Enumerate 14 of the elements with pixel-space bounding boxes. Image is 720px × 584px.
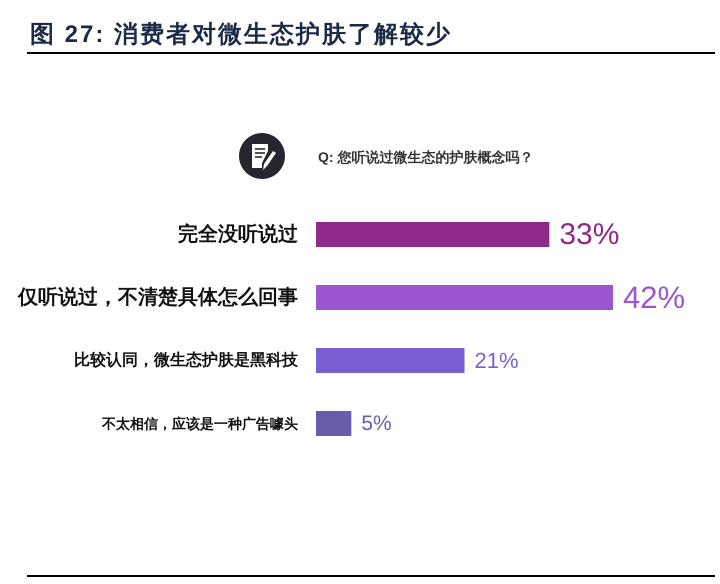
chart-title: 图 27: 消费者对微生态护肤了解较少 — [30, 21, 452, 48]
y-tick-label: 不太相信，应该是一种广告噱头 — [101, 416, 298, 432]
data-label: 21% — [474, 348, 519, 373]
data-label: 5% — [361, 412, 392, 435]
bar — [316, 222, 550, 247]
y-tick-label: 比较认同，微生态护肤是黑科技 — [74, 351, 299, 369]
data-label: 42% — [623, 280, 686, 315]
y-tick-label: 仅听说过，不清楚具体怎么回事 — [17, 286, 298, 308]
y-tick-label: 完全没听说过 — [178, 222, 299, 246]
data-label: 33% — [559, 218, 620, 251]
bar — [316, 411, 352, 436]
chart-subtitle: Q: 您听说过微生态的护肤概念吗？ — [318, 149, 534, 165]
bar — [316, 348, 464, 373]
bar — [316, 285, 613, 310]
